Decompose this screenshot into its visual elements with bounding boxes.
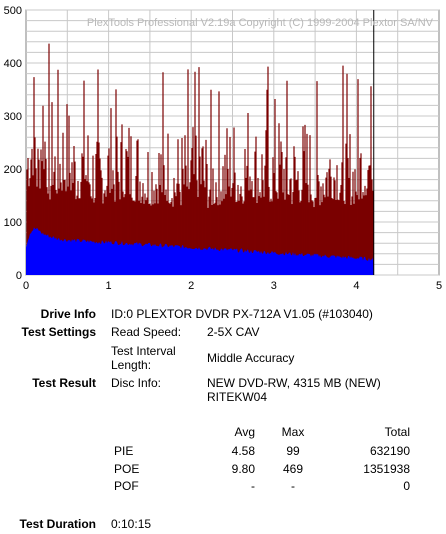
interval-label-line1: Test Interval [111, 344, 176, 358]
y-tick-label: 500 [4, 5, 22, 17]
test-settings-label: Test Settings [21, 325, 96, 339]
read-speed-label: Read Speed: [111, 325, 182, 339]
chart-title: PlexTools Professional V2.19a Copyright … [87, 17, 434, 29]
x-axis: 0 1 2 3 4 5 [23, 280, 442, 292]
y-tick-label: 100 [4, 217, 22, 229]
result-max: 469 [282, 462, 304, 476]
result-max: - [291, 479, 295, 493]
read-speed-value: 2-5X CAV [207, 325, 260, 339]
disc-info-line2: RITEKW04 [207, 390, 268, 404]
x-tick-label: 0 [23, 280, 29, 292]
result-name: POF [114, 479, 139, 493]
y-tick-label: 400 [4, 58, 22, 70]
result-name: POE [114, 462, 140, 476]
disc-info-line1: NEW DVD-RW, 4315 MB (NEW) [207, 376, 381, 390]
result-avg: - [251, 479, 255, 493]
y-axis: 0 100 200 300 400 500 [4, 5, 22, 282]
test-duration-label: Test Duration [19, 517, 96, 531]
result-total: 0 [403, 479, 410, 493]
test-duration-value: 0:10:15 [111, 517, 152, 531]
drive-info-label: Drive Info [40, 307, 96, 321]
x-tick-label: 2 [188, 280, 194, 292]
max-header: Max [281, 425, 305, 439]
x-tick-label: 3 [271, 280, 277, 292]
interval-value: Middle Accuracy [207, 351, 295, 365]
total-header: Total [384, 425, 410, 439]
interval-label-line2: Length: [111, 358, 152, 372]
result-name: PIE [114, 444, 134, 458]
result-total: 632190 [369, 444, 410, 458]
x-tick-label: 5 [436, 280, 442, 292]
y-tick-label: 200 [4, 164, 22, 176]
y-tick-label: 300 [4, 111, 22, 123]
x-tick-label: 4 [353, 280, 359, 292]
test-result-label: Test Result [32, 376, 96, 390]
pie-series [26, 227, 374, 275]
result-total: 1351938 [363, 462, 410, 476]
result-avg: 4.58 [231, 444, 255, 458]
x-tick-label: 1 [106, 280, 112, 292]
pie-poe-chart: 0 100 200 300 400 500 0 1 2 3 4 5 PlexTools Profes… [4, 5, 442, 292]
drive-info-value: ID:0 PLEXTOR DVDR PX-712A V1.05 (#103040… [111, 307, 373, 321]
avg-header: Avg [234, 425, 255, 439]
disc-info-label: Disc Info: [111, 376, 162, 390]
y-tick-label: 0 [16, 270, 22, 282]
result-avg: 9.80 [231, 462, 255, 476]
result-max: 99 [286, 444, 300, 458]
